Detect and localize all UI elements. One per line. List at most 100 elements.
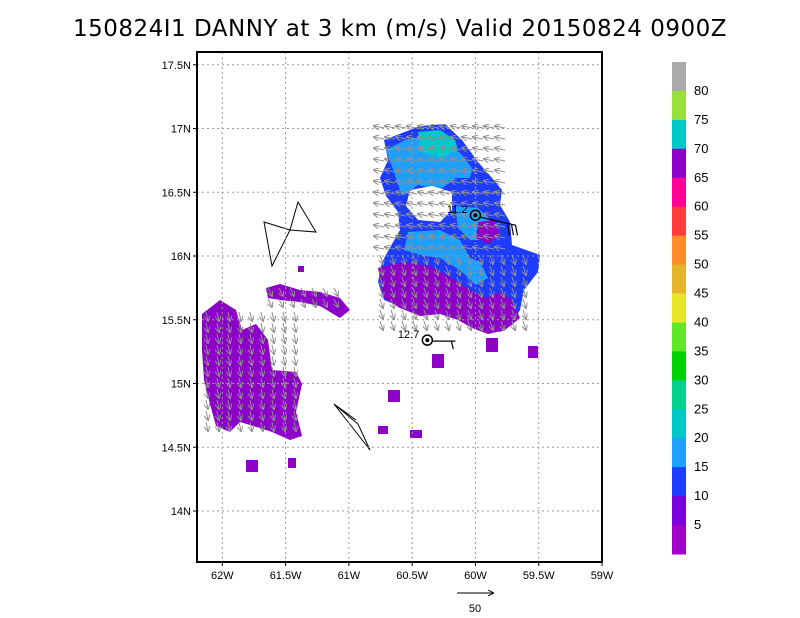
wind-vector-arrow [462, 148, 473, 150]
wind-vector-arrow [272, 388, 274, 398]
wind-vector-arrow [484, 192, 495, 194]
wind-vector-arrow [217, 333, 219, 343]
lat-tick-label: 14N [171, 506, 191, 518]
wind-vector-arrow [385, 148, 396, 150]
wind-vector-arrow [446, 276, 449, 286]
wind-vector-arrow [429, 170, 440, 172]
wind-vector-arrow [261, 421, 263, 431]
wind-vector-arrow [440, 192, 451, 194]
wind-vector-arrow [217, 344, 219, 354]
wind-vector-arrow [418, 247, 429, 249]
colorbar-label: 30 [694, 372, 708, 387]
lat-tick-label: 15N [171, 379, 191, 391]
wind-vector-arrow [272, 344, 274, 354]
wind-vector-arrow [391, 265, 394, 275]
wind-vector-arrow [473, 203, 484, 205]
shade-region [432, 354, 444, 368]
wind-vector-arrow [523, 287, 526, 297]
wind-vector-arrow [217, 322, 219, 332]
wind-vector-arrow [272, 377, 274, 387]
wind-vector-arrow [440, 159, 451, 161]
wind-vector-arrow [435, 298, 438, 308]
wind-vector-arrow [206, 377, 208, 387]
wind-vector-arrow [418, 203, 429, 205]
wind-vector-arrow [435, 265, 438, 275]
wind-vector-arrow [484, 148, 495, 150]
colorbar-label: 55 [694, 228, 708, 243]
wind-vector-arrow [490, 254, 493, 264]
wind-vector-arrow [473, 137, 484, 139]
wind-vector-arrow [374, 126, 385, 128]
wind-vector-arrow [323, 298, 327, 307]
wind-vector-arrow [261, 399, 263, 409]
wind-vector-arrow [396, 225, 407, 227]
shade-region [486, 338, 498, 352]
colorbar-segment [672, 409, 686, 439]
wind-vector-arrow [239, 333, 241, 343]
wind-vector-arrow [424, 276, 427, 286]
wind-vector-arrow [451, 236, 462, 238]
wind-vector-arrow [440, 126, 451, 128]
wind-vector-arrow [334, 287, 338, 296]
lat-tick-label: 14.5N [162, 442, 191, 454]
wind-vector-arrow [391, 309, 394, 319]
shade-region [266, 284, 350, 318]
wind-vector-arrow [462, 181, 473, 183]
wind-vector-arrow [462, 159, 473, 161]
wind-vector-arrow [479, 309, 482, 319]
wind-vector-arrow [228, 366, 230, 376]
wind-vector-arrow [501, 309, 504, 319]
wind-vector-arrow [484, 214, 495, 216]
wind-vector-arrow [380, 254, 383, 264]
wind-vector-arrow [283, 399, 285, 409]
wind-vector-arrow [429, 225, 440, 227]
wind-vector-arrow [294, 421, 296, 431]
lon-tick-label: 60W [464, 570, 487, 582]
wind-vector-arrow [396, 247, 407, 249]
wind-vector-arrow [407, 225, 418, 227]
wind-vector-arrow [402, 287, 405, 297]
storm-marker-label: 12.7 [398, 329, 419, 341]
wind-vector-arrow [523, 276, 526, 286]
wind-vector-arrow [283, 311, 285, 321]
wind-vector-arrow [495, 247, 506, 249]
wind-vector-arrow [424, 309, 427, 319]
wind-vector-arrow [294, 333, 296, 343]
wind-vector-arrow [283, 355, 285, 365]
lon-tick-label: 61.5W [270, 570, 302, 582]
wind-vector-arrow [385, 137, 396, 139]
wind-vector-arrow [290, 287, 294, 296]
wind-vector-arrow [206, 344, 208, 354]
wind-vector-arrow [440, 247, 451, 249]
wind-vector-arrow [495, 148, 506, 150]
shade-region [388, 390, 400, 402]
lon-tick-label: 59.5W [523, 570, 555, 582]
coastline [333, 403, 371, 451]
lon-tick-label: 61W [338, 570, 361, 582]
wind-vector-arrow [501, 320, 504, 330]
wind-vector-arrow [283, 322, 285, 332]
wind-vector-arrow [501, 276, 504, 286]
colorbar-label: 65 [694, 170, 708, 185]
wind-vector-arrow [473, 225, 484, 227]
colorbar-label: 15 [694, 459, 708, 474]
wind-vector-arrow [435, 254, 438, 264]
colorbar-segment [672, 467, 686, 497]
wind-vector-arrow [473, 170, 484, 172]
wind-vector-arrow [268, 298, 272, 307]
lon-tick-label: 60.5W [396, 570, 428, 582]
wind-vector-arrow [283, 366, 285, 376]
wind-vector-arrow [374, 148, 385, 150]
wind-vector-arrow [429, 181, 440, 183]
wind-vector-arrow [484, 247, 495, 249]
wind-vector-arrow [462, 137, 473, 139]
wind-vector-arrow [294, 344, 296, 354]
wind-vector-arrow [402, 309, 405, 319]
wind-vector-arrow [294, 399, 296, 409]
colorbar-segment [672, 322, 686, 352]
wind-vector-arrow [261, 410, 263, 420]
reference-vector-label: 50 [469, 603, 481, 615]
wind-vector-arrow [457, 265, 460, 275]
lon-tick-labels: 62W 61.5W 61W 60.5W 60W 59.5W 59W [211, 570, 614, 582]
